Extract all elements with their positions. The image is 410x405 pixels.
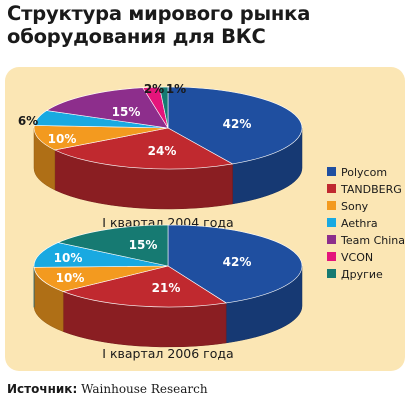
pie-sides <box>33 127 303 210</box>
data-label-sony: 10% <box>48 132 77 146</box>
pie-slice-tandberg <box>62 265 227 308</box>
pie-chart-1: 42%24%10%6%15%2% 1%I квартал 2004 года <box>18 82 303 230</box>
data-label-vcon: 2% <box>144 82 164 96</box>
source-value: Wainhouse Research <box>81 382 208 396</box>
pie-slice-sony <box>33 125 169 151</box>
legend-swatch-tandberg <box>327 184 336 193</box>
pie-top <box>33 224 303 308</box>
data-label-tandberg: 24% <box>148 144 177 158</box>
legend-swatch-team-china <box>327 235 336 244</box>
pie-slice-aethra <box>33 242 169 268</box>
data-label-tandberg: 21% <box>152 281 181 295</box>
legend-label-sony: Sony <box>341 200 369 213</box>
legend-label-drugie: Другие <box>341 268 383 281</box>
pie-slice-polycom <box>167 86 303 165</box>
pie-slice-tandberg <box>53 127 234 170</box>
legend-label-polycom: Polycom <box>341 166 387 179</box>
legend-swatch-drugie <box>327 269 336 278</box>
title-line-1: Структура мирового рынка <box>7 2 311 25</box>
legend-swatch-aethra <box>327 218 336 227</box>
legend-label-team-china: Team China <box>340 234 405 247</box>
pie-title: I квартал 2006 года <box>102 346 233 361</box>
legend: Polycom TANDBERG Sony Aethra Team China VCON Д… <box>327 166 405 281</box>
pie-top <box>33 86 303 170</box>
pie-slice-team-china <box>45 87 169 129</box>
data-label-drugie: 15% <box>129 238 158 252</box>
data-label-polycom: 42% <box>223 255 252 269</box>
pie-chart-2: 42% 21% 10% 10% 15% I квартал 2006 года <box>33 224 303 361</box>
data-label-polycom: 42% <box>223 117 252 131</box>
legend-swatch-polycom <box>327 167 336 176</box>
source-label: Источник: <box>7 382 78 396</box>
data-label-drugie: 1% <box>166 82 186 96</box>
pie-slice-drugie <box>159 86 169 129</box>
data-label-sony: 10% <box>56 271 85 285</box>
title-line-2: оборудования для ВКС <box>7 25 266 48</box>
data-label-aethra: 10% <box>54 251 83 265</box>
chart-title: Структура мирового рынка оборудования дл… <box>7 2 327 48</box>
source-note: Источник: Wainhouse Research <box>7 382 208 396</box>
legend-label-tandberg: TANDBERG <box>340 183 402 196</box>
pie-slice-sony <box>33 265 169 292</box>
data-label-aethra: 6% <box>18 114 38 128</box>
legend-label-vcon: VCON <box>341 251 373 264</box>
legend-swatch-sony <box>327 201 336 210</box>
data-label-team-china: 15% <box>112 105 141 119</box>
pie-slice-drugie <box>57 224 169 267</box>
legend-swatch-vcon <box>327 252 336 261</box>
pie-slice-polycom <box>167 224 303 304</box>
legend-label-aethra: Aethra <box>341 217 378 230</box>
